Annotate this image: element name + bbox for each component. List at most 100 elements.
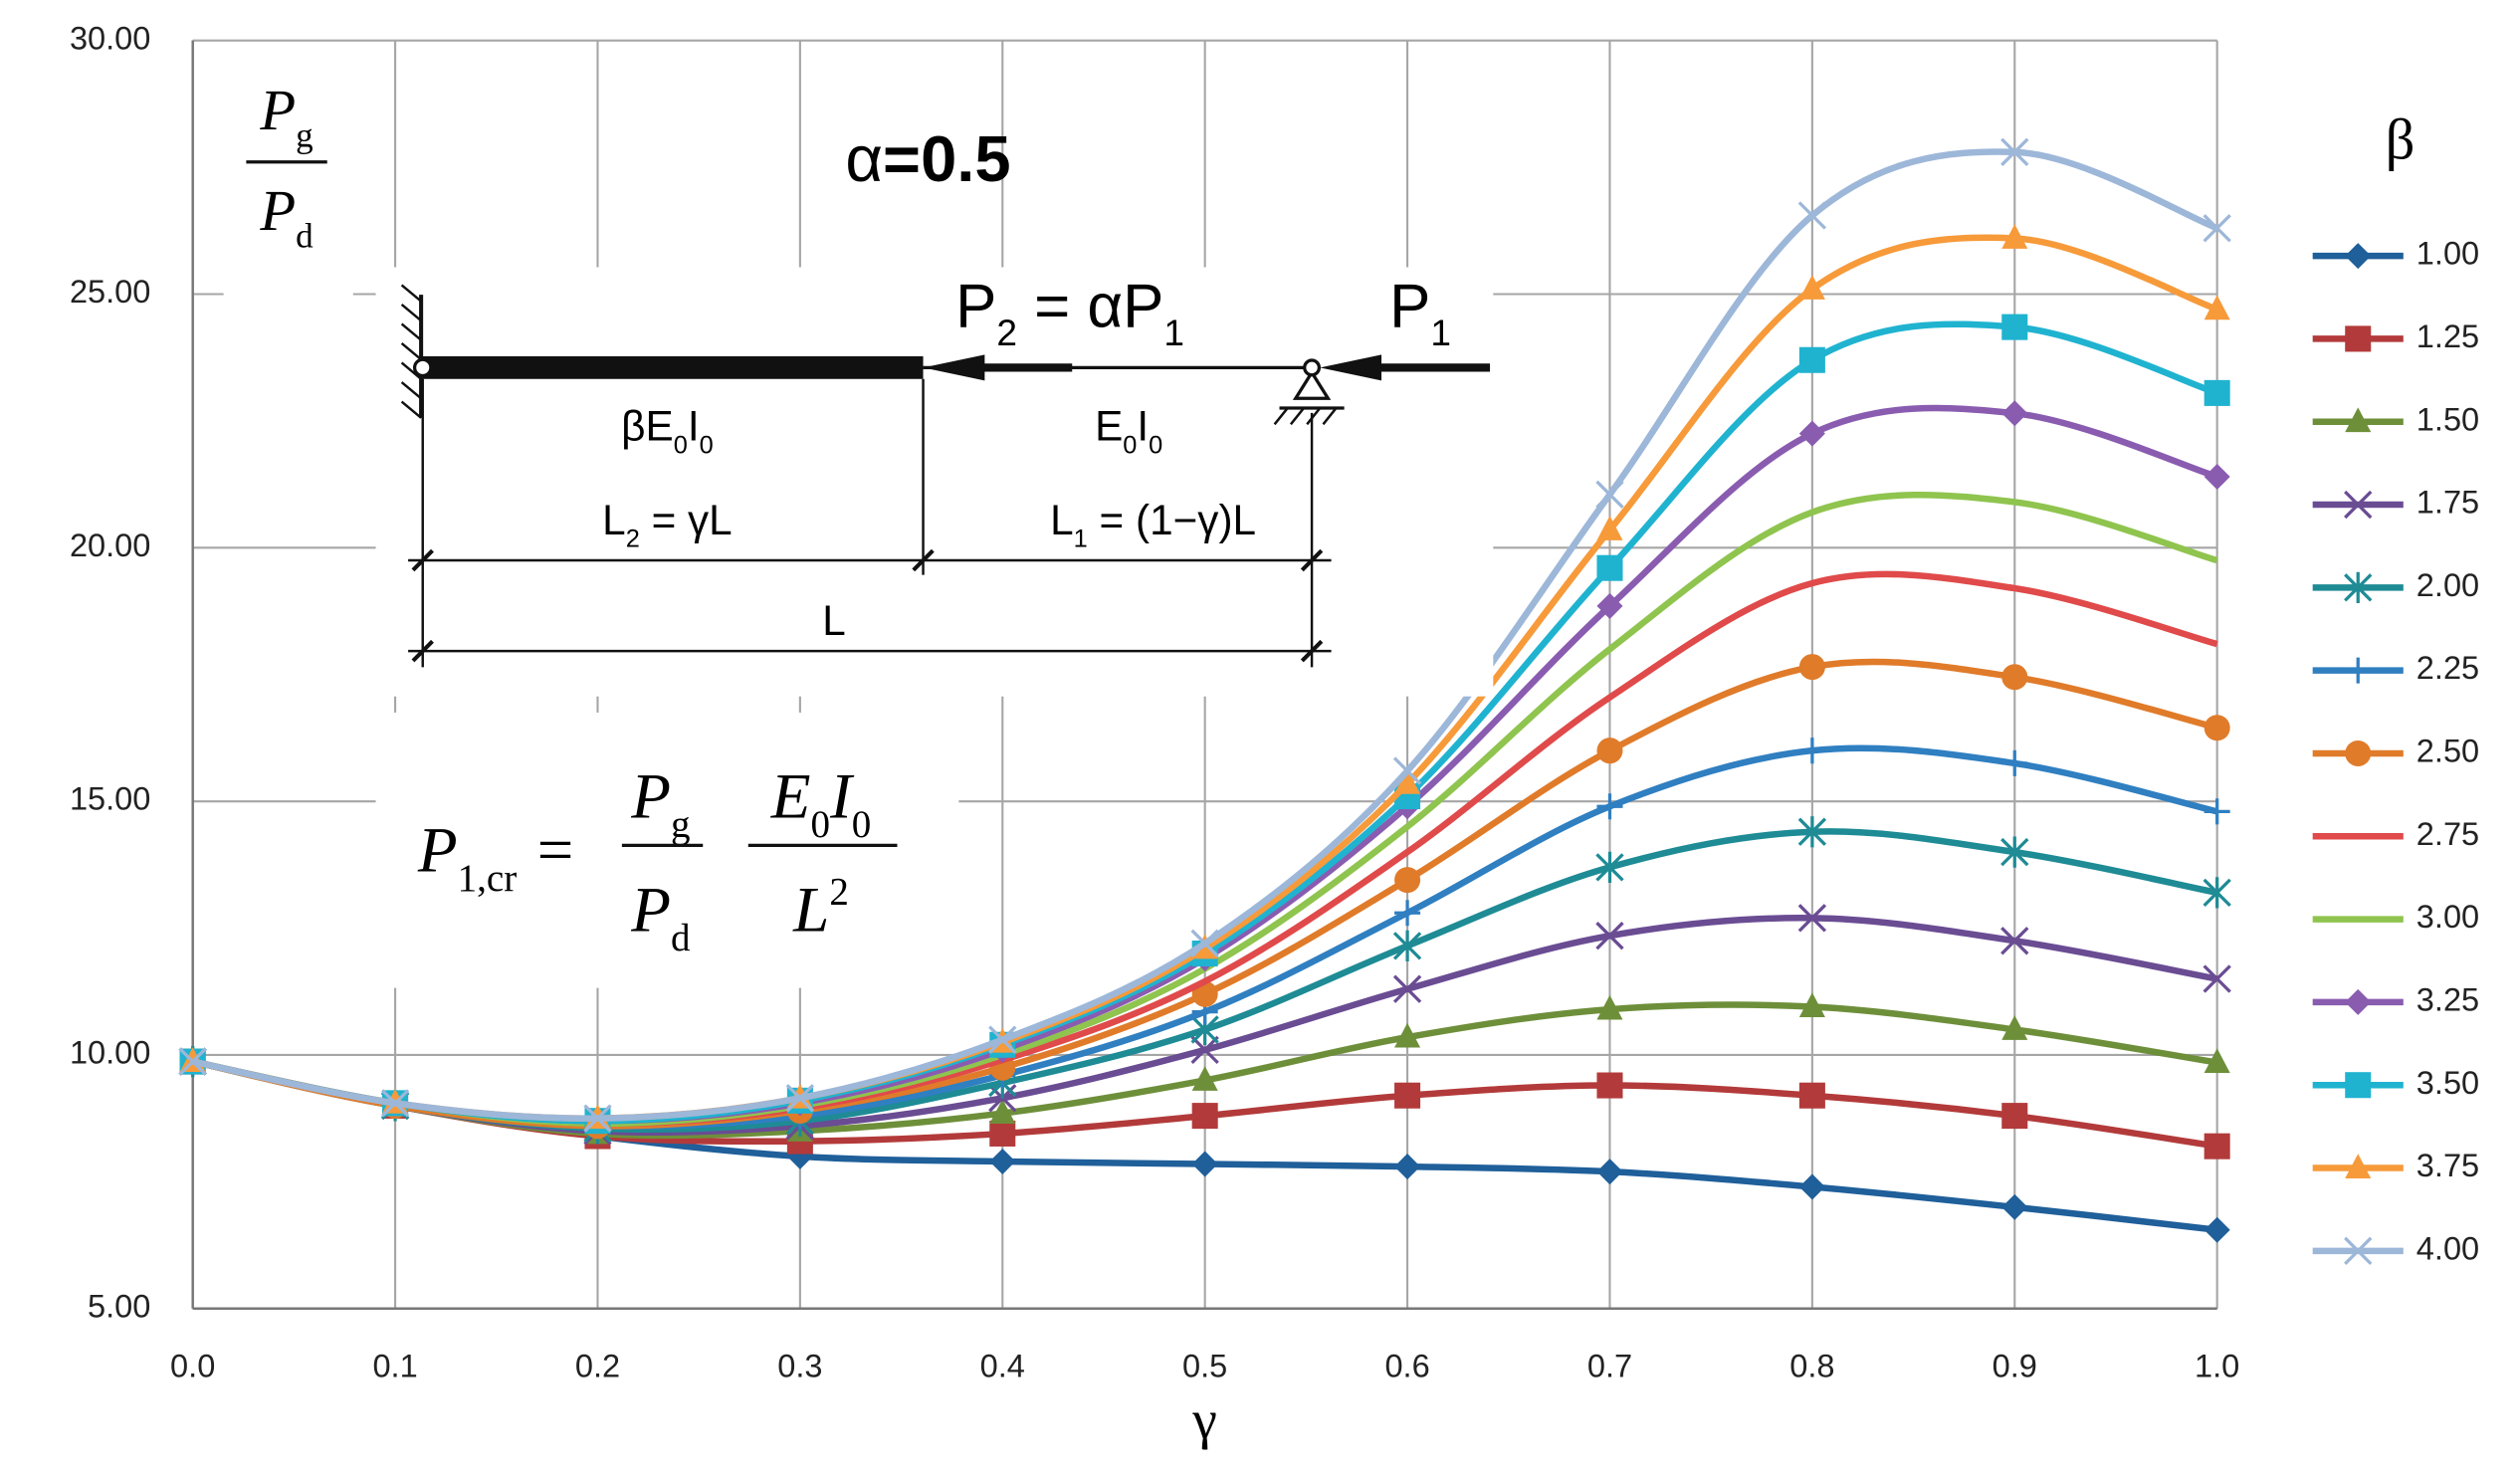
marker <box>1798 346 1825 373</box>
marker <box>1798 654 1825 681</box>
beam-diagram: P2 = αP1 P1 βE0I0 E0I0 L2 = γL L1 = (1−γ… <box>400 273 1491 668</box>
legend-label: 3.25 <box>2416 982 2479 1018</box>
marker <box>2001 400 2028 427</box>
marker <box>2001 1193 2028 1220</box>
marker <box>1392 930 1422 962</box>
marker <box>2344 571 2373 603</box>
x-tick-label: 0.6 <box>1384 1349 1429 1384</box>
x-tick-label: 0.7 <box>1587 1349 1632 1384</box>
marker <box>1797 816 1827 848</box>
y-tick-label: 25.00 <box>70 274 150 310</box>
marker <box>1392 974 1422 1003</box>
x-tick-label: 0.8 <box>1789 1349 1834 1384</box>
label-part: = γL <box>640 497 733 543</box>
marker <box>2203 877 2231 909</box>
legend-title: β <box>2386 106 2415 171</box>
series-line <box>192 148 2218 1122</box>
roller <box>1292 369 1332 400</box>
marker <box>2204 1048 2230 1074</box>
marker <box>989 1120 1016 1147</box>
marker <box>1394 1082 1421 1109</box>
subscript: 0 <box>674 431 688 459</box>
alpha-value: =0.5 <box>883 122 1010 195</box>
ground-hatch <box>1273 407 1338 426</box>
formula-panel <box>375 712 959 988</box>
x-tick-label: 1.0 <box>2195 1349 2239 1384</box>
marker <box>1596 592 1623 619</box>
subscript: 2 <box>626 526 640 553</box>
label-part: I <box>829 761 855 833</box>
marker <box>1595 922 1624 950</box>
marker <box>583 1104 612 1133</box>
l-label: L <box>822 597 846 644</box>
marker <box>1596 1072 1623 1099</box>
marker <box>1394 768 1421 794</box>
marker <box>1191 1151 1218 1177</box>
marker <box>2001 1103 2028 1130</box>
marker <box>2345 657 2372 684</box>
x-tick-label: 0.1 <box>372 1349 417 1384</box>
label-part: E <box>770 761 811 833</box>
marker <box>1596 994 1623 1020</box>
legend-label: 3.50 <box>2416 1065 2479 1101</box>
legend-label: 1.00 <box>2416 236 2479 272</box>
marker <box>2001 1015 2028 1040</box>
y-label-denominator: Pd <box>259 178 314 256</box>
label-panel <box>223 73 353 352</box>
marker <box>1798 992 1825 1017</box>
subscript: g <box>671 803 691 846</box>
subscript: 1 <box>1163 312 1184 353</box>
dim-ticks <box>411 548 1324 663</box>
x-tick-label: 0.0 <box>170 1349 215 1384</box>
marker <box>989 1148 1016 1174</box>
subscript: 2 <box>996 312 1017 353</box>
marker <box>2204 1133 2230 1160</box>
marker <box>2345 739 2372 766</box>
marker <box>1798 420 1825 447</box>
formula-numerator: E0I0 <box>770 761 872 847</box>
plot <box>178 137 2231 1243</box>
y-tick-label: 10.00 <box>70 1035 150 1071</box>
subscript: 0 <box>1123 431 1137 459</box>
marker <box>2204 715 2230 741</box>
legend-label: 2.00 <box>2416 567 2479 603</box>
x-tick-label: 0.9 <box>1993 1349 2037 1384</box>
beam-left-label: βE0I0 <box>621 403 714 460</box>
p1-label: P1 <box>1389 273 1451 354</box>
formula-numerator: Pg <box>630 761 690 847</box>
legend-label: 3.75 <box>2416 1148 2479 1183</box>
x-tick-label: 0.2 <box>575 1349 620 1384</box>
pin <box>1303 358 1322 377</box>
marker <box>1394 1154 1421 1180</box>
y-tick-label: 15.00 <box>70 781 150 817</box>
legend-label: 3.00 <box>2416 899 2479 935</box>
pin <box>412 357 433 378</box>
marker <box>1190 1035 1219 1065</box>
label-part: P <box>630 875 671 947</box>
legend-label: 1.75 <box>2416 485 2479 521</box>
marker <box>2000 927 2029 955</box>
alpha-symbol: α <box>845 122 883 195</box>
label-part: E <box>1095 403 1123 450</box>
marker <box>1596 516 1623 540</box>
x-tick-label: 0.4 <box>980 1349 1025 1384</box>
legend-label: 1.25 <box>2416 318 2479 354</box>
marker <box>2204 1216 2230 1243</box>
label-part: P <box>955 273 996 341</box>
formula-denominator: Pd <box>630 875 691 960</box>
label-part: P <box>630 761 671 833</box>
marker <box>2001 664 2028 691</box>
subscript: d <box>296 217 314 256</box>
marker <box>1798 275 1825 300</box>
l1-label: L1 = (1−γ)L <box>1050 497 1256 553</box>
x-tick-label: 0.5 <box>1182 1349 1227 1384</box>
marker <box>2000 137 2029 166</box>
alpha-label: α=0.5 <box>845 122 1010 195</box>
subscript: 1 <box>1430 312 1451 353</box>
marker <box>1394 1022 1421 1048</box>
marker <box>2345 988 2372 1015</box>
subscript: g <box>296 116 314 155</box>
y-tick-label: 20.00 <box>70 528 150 563</box>
label-part: = αP <box>1017 273 1163 341</box>
marker <box>2001 224 2028 249</box>
